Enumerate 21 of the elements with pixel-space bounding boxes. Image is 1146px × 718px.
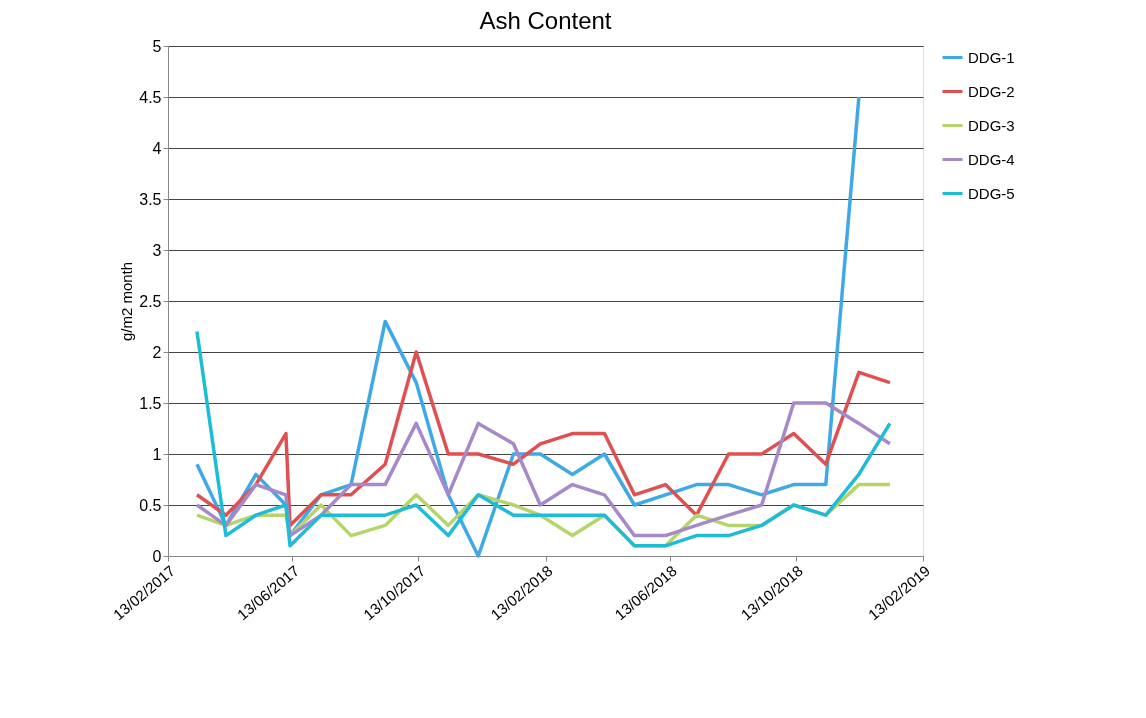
y-tick-label: 1 <box>152 445 162 463</box>
line-series <box>195 350 892 528</box>
y-tick-label: 4.5 <box>139 88 162 106</box>
y-tick-label: 1.5 <box>139 394 162 412</box>
line-series <box>195 329 892 548</box>
y-tick-label: 2 <box>152 343 162 361</box>
y-tick-label: 0.5 <box>139 496 162 514</box>
y-tick-label: 3.5 <box>139 190 162 208</box>
y-tick-label: 4 <box>152 139 162 157</box>
y-tick-label: 3 <box>152 241 162 259</box>
legend-label: DDG-1 <box>968 48 1015 66</box>
legend-label: DDG-5 <box>968 184 1015 202</box>
legend-label: DDG-4 <box>968 150 1015 168</box>
chart-title: Ash Content <box>479 7 612 34</box>
y-tick-label: 5 <box>152 37 162 55</box>
legend-label: DDG-2 <box>968 82 1015 100</box>
legend-label: DDG-3 <box>968 116 1015 134</box>
y-tick-label: 2.5 <box>139 292 162 310</box>
y-axis-title: g/m2 month <box>118 261 136 342</box>
line-series <box>195 401 892 538</box>
y-tick-label: 0 <box>152 547 162 565</box>
